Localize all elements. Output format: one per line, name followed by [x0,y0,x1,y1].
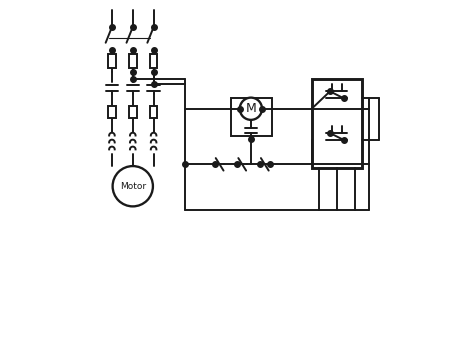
Bar [108,54,116,68]
Bar [129,106,137,118]
Bar [312,79,362,168]
Circle shape [113,166,153,207]
Bar [150,106,157,118]
Bar [129,54,137,68]
Text: M: M [246,102,256,115]
Circle shape [240,98,262,120]
Bar [108,106,116,118]
Bar [231,98,272,136]
Bar [150,54,157,68]
Text: Motor: Motor [120,182,146,191]
